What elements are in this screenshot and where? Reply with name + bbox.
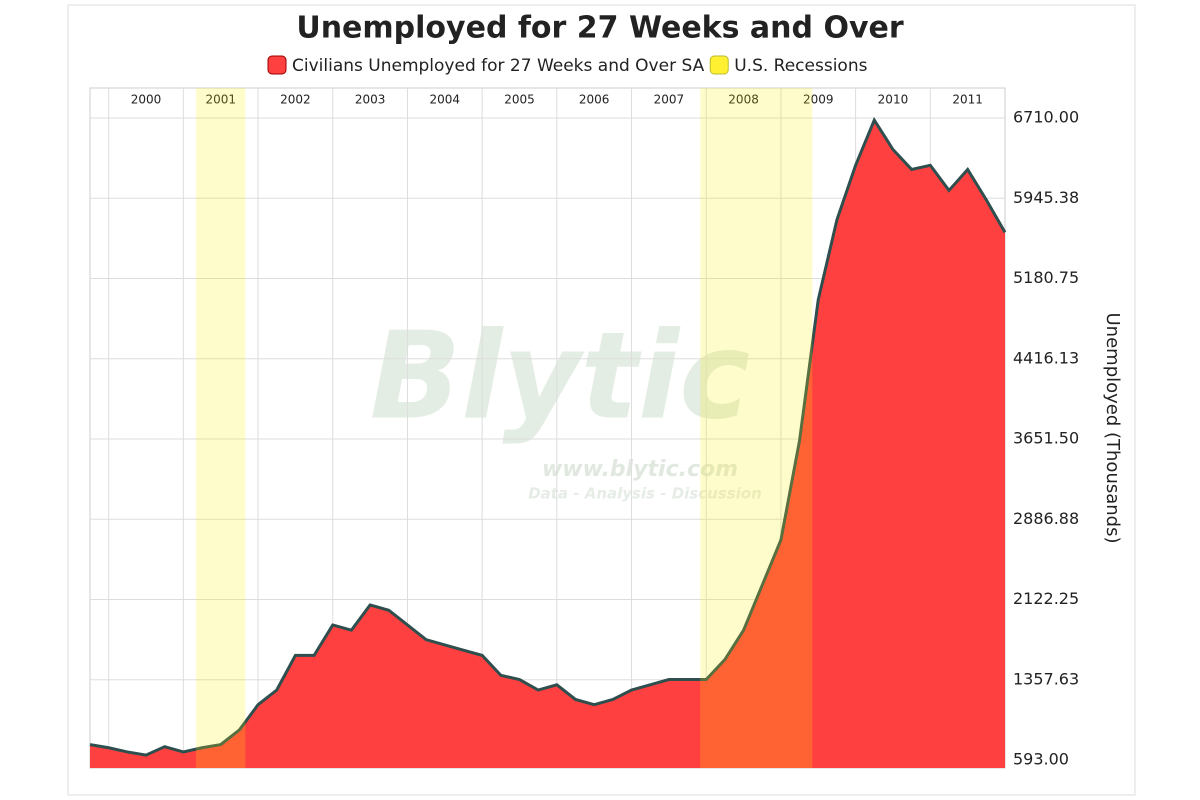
x-tick-label: 2002	[280, 93, 311, 107]
x-tick-label: 2005	[504, 93, 535, 107]
legend-swatch	[267, 55, 287, 75]
line	[89, 116, 1007, 757]
x-tick-label: 2010	[878, 93, 909, 107]
chart-title: Unemployed for 27 Weeks and Over	[296, 11, 904, 46]
x-tick-label: 2006	[579, 93, 610, 107]
recession-band	[700, 88, 813, 768]
y-tick-label: 593.00	[1013, 750, 1069, 769]
y-tick-label: 2122.25	[1013, 589, 1079, 608]
x-tick-label: 2004	[430, 93, 461, 107]
x-tick-label: 2001	[205, 93, 236, 107]
watermark: Blytic	[370, 308, 750, 447]
watermark: Data - Analysis - Discussion	[528, 485, 762, 503]
area	[90, 120, 1005, 768]
x-tick-label: 2000	[131, 93, 162, 107]
y-tick-label: 2886.88	[1013, 509, 1079, 528]
y-tick-label: 3651.50	[1013, 429, 1079, 448]
legend-label: Civilians Unemployed for 27 Weeks and Ov…	[292, 56, 705, 76]
legend-label: U.S. Recessions	[734, 56, 867, 76]
x-tick-label: 2011	[952, 93, 983, 107]
x-tick-label: 2009	[803, 93, 834, 107]
y-tick-label: 5945.38	[1013, 188, 1079, 207]
x-tick-label: 2007	[654, 93, 685, 107]
x-tick-label: 2003	[355, 93, 386, 107]
y-tick-label: 6710.00	[1013, 108, 1079, 127]
x-tick-label: 2008	[728, 93, 759, 107]
recession-band	[196, 88, 246, 768]
legend-swatch	[709, 55, 729, 75]
y-tick-label: 1357.63	[1013, 669, 1079, 688]
y-tick-label: 4416.13	[1013, 348, 1079, 367]
y-tick-label: 5180.75	[1013, 268, 1079, 287]
watermark: www.blytic.com	[542, 457, 738, 482]
y-axis-label: Unemployed (Thousands)	[1102, 313, 1123, 544]
